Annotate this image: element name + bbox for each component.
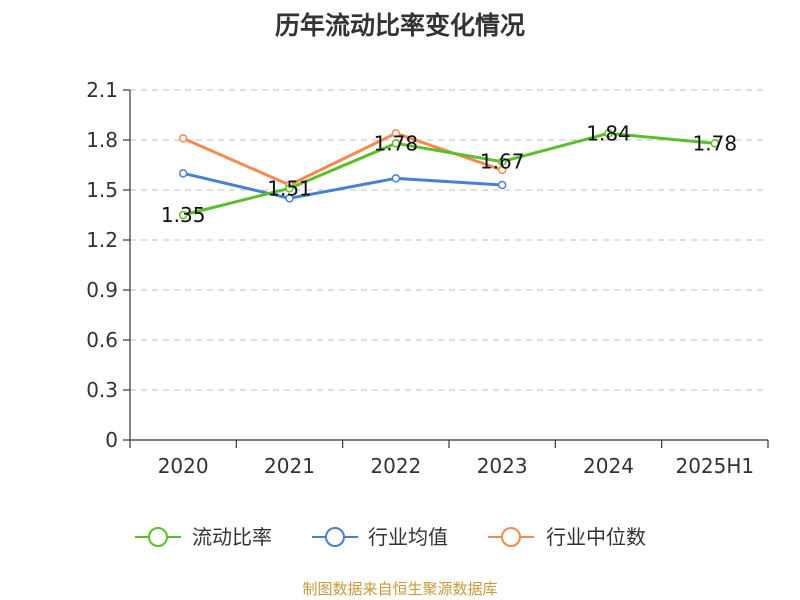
- x-tick-label: 2024: [583, 454, 634, 478]
- legend-marker: [501, 527, 521, 547]
- legend-marker: [325, 527, 345, 547]
- y-tick-label: 1.8: [86, 128, 118, 152]
- x-tick-label: 2023: [477, 454, 528, 478]
- source-note: 制图数据来自恒生聚源数据库: [302, 580, 498, 598]
- chart-title: 历年流动比率变化情况: [274, 11, 525, 40]
- data-label: 1.51: [267, 176, 312, 200]
- data-point: [497, 180, 507, 190]
- legend-label: 行业均值: [368, 525, 448, 549]
- data-point: [178, 210, 188, 220]
- data-point: [391, 174, 401, 183]
- y-tick-label: 1.5: [86, 178, 118, 202]
- series-line: [182, 131, 503, 187]
- data-label: 1.78: [693, 131, 738, 155]
- y-tick-label: 2.1: [86, 78, 118, 102]
- data-label: 1.35: [161, 203, 206, 227]
- data-point: [178, 169, 188, 178]
- y-tick-label: 1.2: [86, 228, 118, 252]
- series-line: [182, 131, 715, 217]
- x-tick-label: 2025H1: [675, 454, 754, 478]
- data-point: [710, 139, 720, 148]
- legend-marker: [148, 527, 168, 547]
- x-tick-label: 2020: [158, 454, 209, 478]
- y-tick-label: 0.9: [86, 278, 118, 302]
- legend-label: 行业中位数: [546, 525, 646, 549]
- x-tick-label: 2022: [370, 454, 421, 478]
- y-tick-label: 0.3: [86, 378, 118, 402]
- data-label: 1.84: [586, 121, 631, 145]
- data-label: 1.67: [480, 150, 525, 174]
- data-point: [285, 194, 294, 203]
- legend-label: 流动比率: [192, 525, 272, 549]
- data-label: 1.78: [374, 131, 419, 155]
- data-point: [497, 157, 507, 166]
- data-point: [391, 129, 401, 138]
- data-point: [604, 129, 613, 138]
- y-tick-label: 0.6: [86, 328, 118, 352]
- data-point: [497, 165, 507, 175]
- data-point: [178, 134, 188, 143]
- x-tick-label: 2021: [264, 454, 315, 478]
- series-line: [182, 171, 503, 200]
- y-tick-label: 0: [105, 428, 118, 452]
- data-point: [391, 139, 401, 148]
- data-point: [285, 184, 294, 193]
